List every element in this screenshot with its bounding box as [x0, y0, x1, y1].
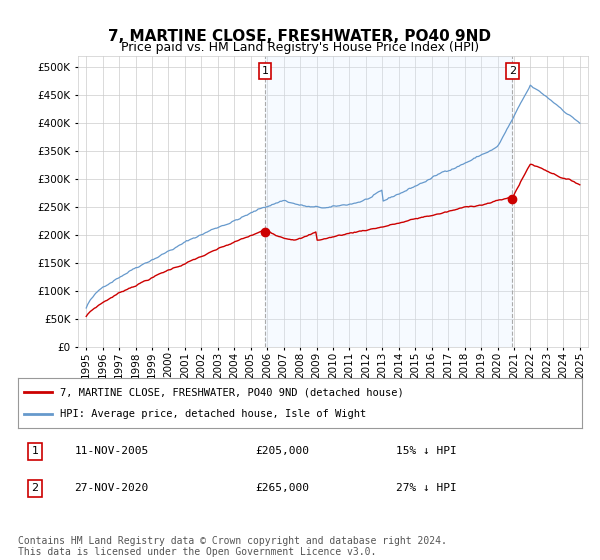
Text: 27-NOV-2020: 27-NOV-2020 — [74, 483, 149, 493]
Text: 1: 1 — [262, 66, 269, 76]
Text: 2: 2 — [509, 66, 516, 76]
Text: 7, MARTINE CLOSE, FRESHWATER, PO40 9ND (detached house): 7, MARTINE CLOSE, FRESHWATER, PO40 9ND (… — [60, 387, 404, 397]
Text: 7, MARTINE CLOSE, FRESHWATER, PO40 9ND: 7, MARTINE CLOSE, FRESHWATER, PO40 9ND — [109, 29, 491, 44]
Text: £205,000: £205,000 — [255, 446, 309, 456]
Text: Contains HM Land Registry data © Crown copyright and database right 2024.
This d: Contains HM Land Registry data © Crown c… — [18, 535, 447, 557]
Text: £265,000: £265,000 — [255, 483, 309, 493]
Text: 27% ↓ HPI: 27% ↓ HPI — [396, 483, 457, 493]
Bar — [265, 56, 512, 347]
Text: 11-NOV-2005: 11-NOV-2005 — [74, 446, 149, 456]
Text: Price paid vs. HM Land Registry's House Price Index (HPI): Price paid vs. HM Land Registry's House … — [121, 41, 479, 54]
Text: 1: 1 — [31, 446, 38, 456]
Text: 15% ↓ HPI: 15% ↓ HPI — [396, 446, 457, 456]
Text: 2: 2 — [31, 483, 38, 493]
Text: HPI: Average price, detached house, Isle of Wight: HPI: Average price, detached house, Isle… — [60, 409, 367, 419]
